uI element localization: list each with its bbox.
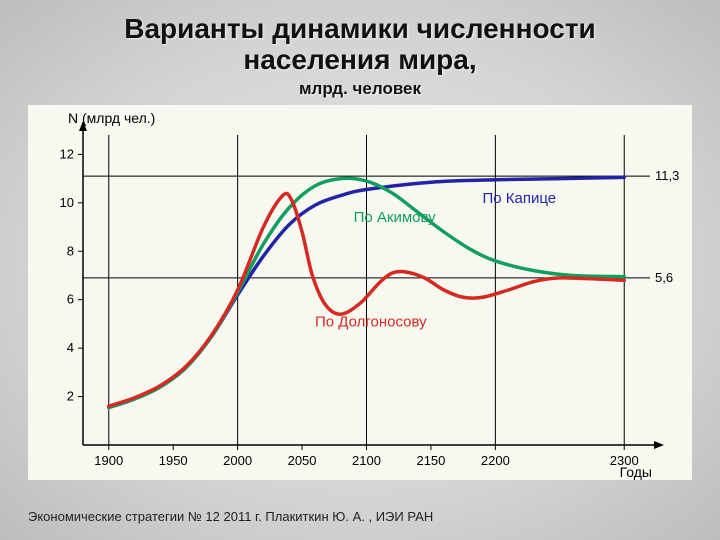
series-label: По Долгоносову (315, 313, 427, 330)
x-tick-label: 1950 (159, 453, 188, 468)
y-tick-label: 8 (67, 243, 74, 258)
y-tick-label: 2 (67, 389, 74, 404)
x-tick-label: 2200 (481, 453, 510, 468)
x-tick-label: 2050 (288, 453, 317, 468)
guide-label: 11,3 (655, 168, 679, 183)
chart-svg: 5,6 11,3 2 4 6 8 10 12 1900 1950 2000 2050 2100 2150 2… (28, 105, 692, 480)
slide-title: Варианты динамики численности населения … (0, 0, 720, 98)
y-tick-label: 6 (67, 292, 74, 307)
y-tick-label: 12 (60, 146, 74, 161)
x-tick-label: 2100 (352, 453, 381, 468)
series-label: По Капице (482, 190, 556, 207)
y-axis-title: N (млрд чел.) (68, 110, 155, 126)
y-tick-label: 4 (67, 340, 74, 355)
title-line-1: Варианты динамики численности (124, 13, 596, 44)
source-citation: Экономические стратегии № 12 2011 г. Пла… (28, 509, 433, 524)
title-line-2: населения мира, (243, 44, 476, 75)
slide-subtitle: млрд. человек (0, 80, 720, 99)
x-axis-title: Годы (620, 464, 652, 480)
guide-label: 5,6 (655, 270, 673, 285)
y-tick-label: 10 (60, 195, 74, 210)
x-tick-label: 2150 (416, 453, 445, 468)
x-tick-label: 2000 (223, 453, 252, 468)
population-chart: 5,6 11,3 2 4 6 8 10 12 1900 1950 2000 2050 2100 2150 2… (28, 105, 692, 480)
series-label: По Акимову (354, 209, 437, 226)
x-tick-label: 1900 (94, 453, 123, 468)
